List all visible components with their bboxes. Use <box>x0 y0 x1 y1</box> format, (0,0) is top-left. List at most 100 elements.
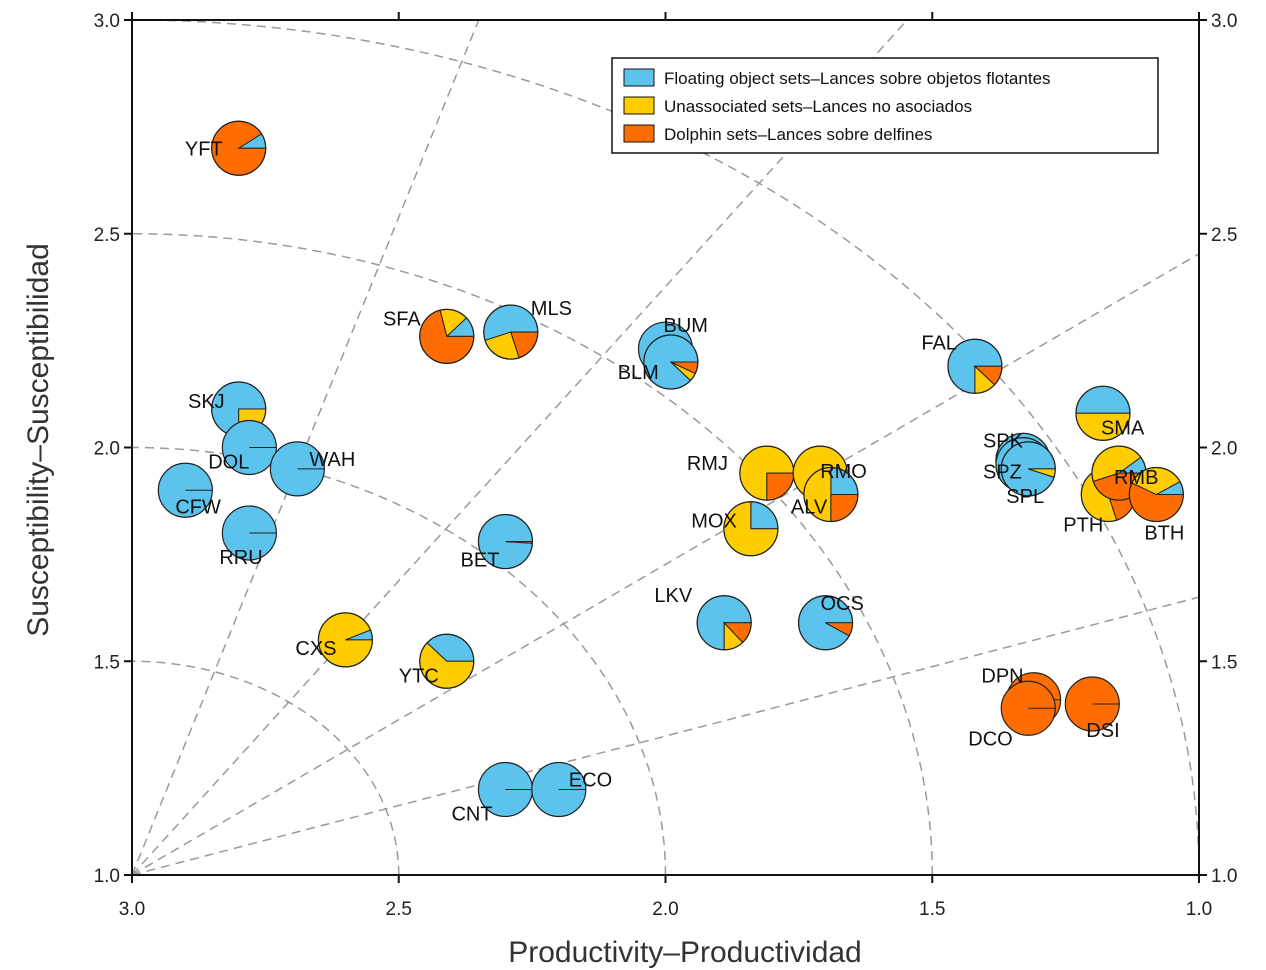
point-label-rmb: RMB <box>1114 467 1158 489</box>
pie-outline <box>317 612 373 668</box>
y-tick-label-left: 3.0 <box>94 11 120 32</box>
pie-outline <box>947 338 1003 394</box>
point-label-sfa: SFA <box>383 308 421 330</box>
risk-arc <box>132 233 933 875</box>
y-tick-label-left: 1.0 <box>94 866 120 887</box>
pie-outline <box>797 595 854 651</box>
pie-marker-yft <box>211 120 267 176</box>
pie-outline <box>1000 441 1056 497</box>
point-label-blm: BLM <box>618 362 659 384</box>
point-label-mox: MOX <box>691 511 737 533</box>
pie-marker-cfw <box>157 462 213 518</box>
pie-slice-floating <box>1075 385 1131 414</box>
x-axis-title: Productivity–Productividad <box>508 936 862 969</box>
pie-marker-wah <box>269 441 325 497</box>
pie-outline <box>419 633 475 689</box>
axis-ticks: 3.0 2.5 2.0 1.5 1.0 1.0 1.0 1.5 1.5 2.0 2.0 2.5 2.5 3… <box>94 11 1238 920</box>
x-tick-label: 2.5 <box>386 899 412 920</box>
legend-label-dolphin: Dolphin sets–Lances sobre delfines <box>664 125 932 144</box>
pie-marker-bet <box>477 513 534 570</box>
point-label-dco: DCO <box>968 728 1012 750</box>
pie-marker-rmj <box>739 445 795 501</box>
pie-outline <box>419 308 475 364</box>
legend-swatch-unassociated <box>623 96 655 115</box>
pie-marker-bth <box>1128 466 1184 523</box>
x-tick-label: 3.0 <box>119 899 145 920</box>
pie-marker-sfa <box>419 308 475 364</box>
point-label-dol: DOL <box>208 452 249 474</box>
risk-ray <box>132 20 909 875</box>
point-label-yft: YFT <box>185 138 223 160</box>
point-label-spl: SPL <box>1006 486 1044 508</box>
y-tick-label-left: 1.5 <box>94 652 120 673</box>
point-label-skj: SKJ <box>188 391 225 413</box>
y-tick-label-left: 2.5 <box>94 225 120 246</box>
x-tick-label: 1.5 <box>919 899 945 920</box>
pie-marker-eco <box>531 761 587 818</box>
y-tick-label-right: 1.5 <box>1211 652 1237 673</box>
legend-label-unassociated: Unassociated sets–Lances no asociados <box>664 97 972 116</box>
pie-marker-fal <box>947 338 1003 394</box>
pie-marker-dol <box>221 419 277 476</box>
pie-markers <box>157 120 1184 818</box>
risk-ray <box>132 596 1199 875</box>
pie-outline <box>1128 466 1184 523</box>
legend-swatch-dolphin <box>623 124 655 143</box>
pie-marker-ocs <box>797 595 854 651</box>
point-label-wah: WAH <box>309 449 355 471</box>
pie-outline <box>696 595 752 651</box>
point-label-rmj: RMJ <box>687 453 728 475</box>
point-label-pth: PTH <box>1063 515 1103 537</box>
risk-arc <box>132 660 400 875</box>
pie-marker-sma <box>1075 385 1131 441</box>
pie-marker-alv <box>803 466 859 523</box>
y-tick-label-right: 2.5 <box>1211 225 1237 246</box>
legend-box <box>611 57 1159 154</box>
point-label-ytc: YTC <box>399 665 439 687</box>
point-labels: YFT SFA MLS BUM BLM FAL SKJ DOL WAH CFW RRU BET RMJ R… <box>175 138 1184 825</box>
point-label-lkv: LKV <box>654 585 692 607</box>
pie-marker-rru <box>221 505 277 561</box>
y-tick-label-right: 2.0 <box>1211 439 1237 460</box>
pie-marker-blm <box>643 334 699 390</box>
pie-marker-dsi <box>1064 676 1120 732</box>
point-label-alv: ALV <box>791 497 828 519</box>
legend-swatch-floating <box>623 68 655 87</box>
legend-label-en: Unassociated sets <box>664 97 803 116</box>
x-tick-label: 2.0 <box>652 899 678 920</box>
pie-outline <box>643 334 699 390</box>
x-tick-label: 1.0 <box>1186 899 1212 920</box>
point-label-bet: BET <box>461 550 500 572</box>
legend-label-en: Dolphin sets <box>664 125 758 144</box>
point-label-fal: FAL <box>921 332 957 354</box>
y-tick-label-left: 2.0 <box>94 439 120 460</box>
legend-label-floating: Floating object sets–Lances sobre objeto… <box>664 69 1051 88</box>
point-label-bum: BUM <box>664 315 708 337</box>
point-label-cfw: CFW <box>175 496 221 518</box>
legend-label-en: Floating object sets <box>664 69 810 88</box>
chart-legend: Floating object sets–Lances sobre objeto… <box>611 57 1159 154</box>
y-axis-title: Susceptibility–Susceptibilidad <box>22 243 55 637</box>
point-label-bth: BTH <box>1144 523 1184 545</box>
pie-outline <box>723 501 779 557</box>
pie-outline <box>477 513 534 570</box>
point-label-ocs: OCS <box>821 593 864 615</box>
pie-marker-mls <box>483 304 539 360</box>
pie-outline <box>803 466 859 523</box>
pie-marker-spl <box>1000 441 1056 497</box>
legend-label-es: –Lances sobre objetos flotantes <box>810 69 1050 88</box>
point-label-spz: SPZ <box>983 462 1022 484</box>
risk-ray <box>132 20 480 875</box>
pie-marker-ytc <box>419 633 475 689</box>
point-label-sma: SMA <box>1101 417 1145 439</box>
point-label-rru: RRU <box>219 547 262 569</box>
pie-outline <box>211 120 267 176</box>
point-label-spk: SPK <box>983 430 1024 452</box>
point-label-cnt: CNT <box>451 804 492 826</box>
point-label-rmo: RMO <box>820 461 867 483</box>
y-tick-label-right: 3.0 <box>1211 11 1237 32</box>
y-tick-label-right: 1.0 <box>1211 866 1237 887</box>
legend-label-es: –Lances sobre delfines <box>758 125 933 144</box>
pie-marker-mox <box>723 501 779 557</box>
